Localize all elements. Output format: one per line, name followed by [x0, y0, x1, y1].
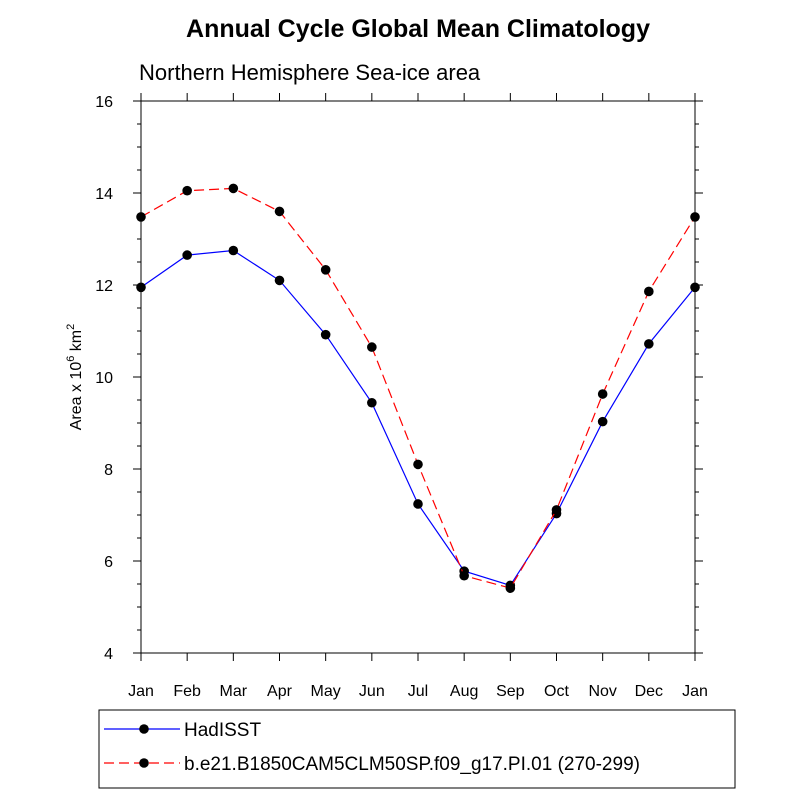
x-tick-label: Mar: [220, 683, 248, 700]
x-tick-label: Nov: [588, 683, 616, 700]
chart-title: Annual Cycle Global Mean Climatology: [186, 15, 650, 43]
data-point: [551, 505, 562, 515]
series-group: [136, 183, 700, 593]
x-tick-label: Aug: [450, 683, 478, 700]
y-tick-label: 8: [104, 462, 113, 479]
data-point: [644, 339, 654, 349]
data-point: [182, 250, 192, 260]
legend: HadISST b.e21.B1850CAM5CLM50SP.f09_g17.PI…: [104, 720, 640, 775]
legend-label-2: b.e21.B1850CAM5CLM50SP.f09_g17.PI.01 (27…: [184, 754, 640, 775]
series-line-2: [140, 187, 696, 589]
series-line-1: [140, 249, 696, 587]
plot-frame: [140, 100, 696, 654]
x-tick-label: May: [311, 683, 341, 700]
data-point: [320, 329, 331, 340]
data-point: [459, 570, 469, 581]
axes: Jan Feb Mar Apr May Jun Jul Aug Sep Oct Nov Dec Jan 4…: [95, 93, 708, 700]
y-axis-label-mid: km: [68, 330, 85, 356]
data-point: [182, 185, 192, 196]
y-tick-label: 10: [95, 370, 113, 387]
y-axis-label-prefix: Area x 10: [68, 362, 85, 431]
legend-marker-2: [139, 758, 149, 768]
y-tick-label: 6: [104, 554, 113, 571]
data-point: [505, 583, 516, 593]
x-tick-label: Apr: [267, 683, 293, 700]
y-tick-label: 4: [104, 646, 113, 663]
data-point: [228, 183, 239, 194]
data-point: [644, 286, 654, 297]
x-tick-label: Dec: [635, 683, 663, 700]
data-point: [228, 245, 239, 256]
data-point: [274, 275, 285, 286]
y-tick-label: 12: [95, 278, 113, 295]
x-tick-label: Feb: [173, 683, 201, 700]
x-tick-label: Sep: [496, 683, 525, 700]
x-tick-label: Jan: [128, 683, 154, 700]
x-tick-label: Jul: [408, 683, 428, 700]
y-axis-label-exp1: 6: [65, 356, 77, 362]
x-tick-label: Jan: [682, 683, 708, 700]
y-tick-label: 14: [95, 186, 113, 203]
data-point: [413, 459, 423, 470]
y-axis-label-exp2: 2: [65, 324, 77, 330]
chart-subtitle: Northern Hemisphere Sea-ice area: [139, 60, 481, 85]
data-point: [597, 416, 608, 427]
data-point: [274, 206, 285, 217]
data-point: [367, 397, 377, 408]
data-point: [320, 265, 331, 275]
data-point: [413, 499, 423, 509]
data-point: [367, 342, 377, 352]
x-tick-label: Jun: [359, 683, 385, 700]
y-tick-label: 16: [95, 94, 113, 111]
legend-box: [98, 709, 736, 789]
legend-marker-1: [139, 724, 149, 734]
data-point: [597, 389, 608, 399]
y-axis-label: Area x 106 km2: [65, 324, 85, 431]
x-tick-label: Oct: [544, 683, 569, 700]
legend-label-1: HadISST: [184, 720, 261, 741]
